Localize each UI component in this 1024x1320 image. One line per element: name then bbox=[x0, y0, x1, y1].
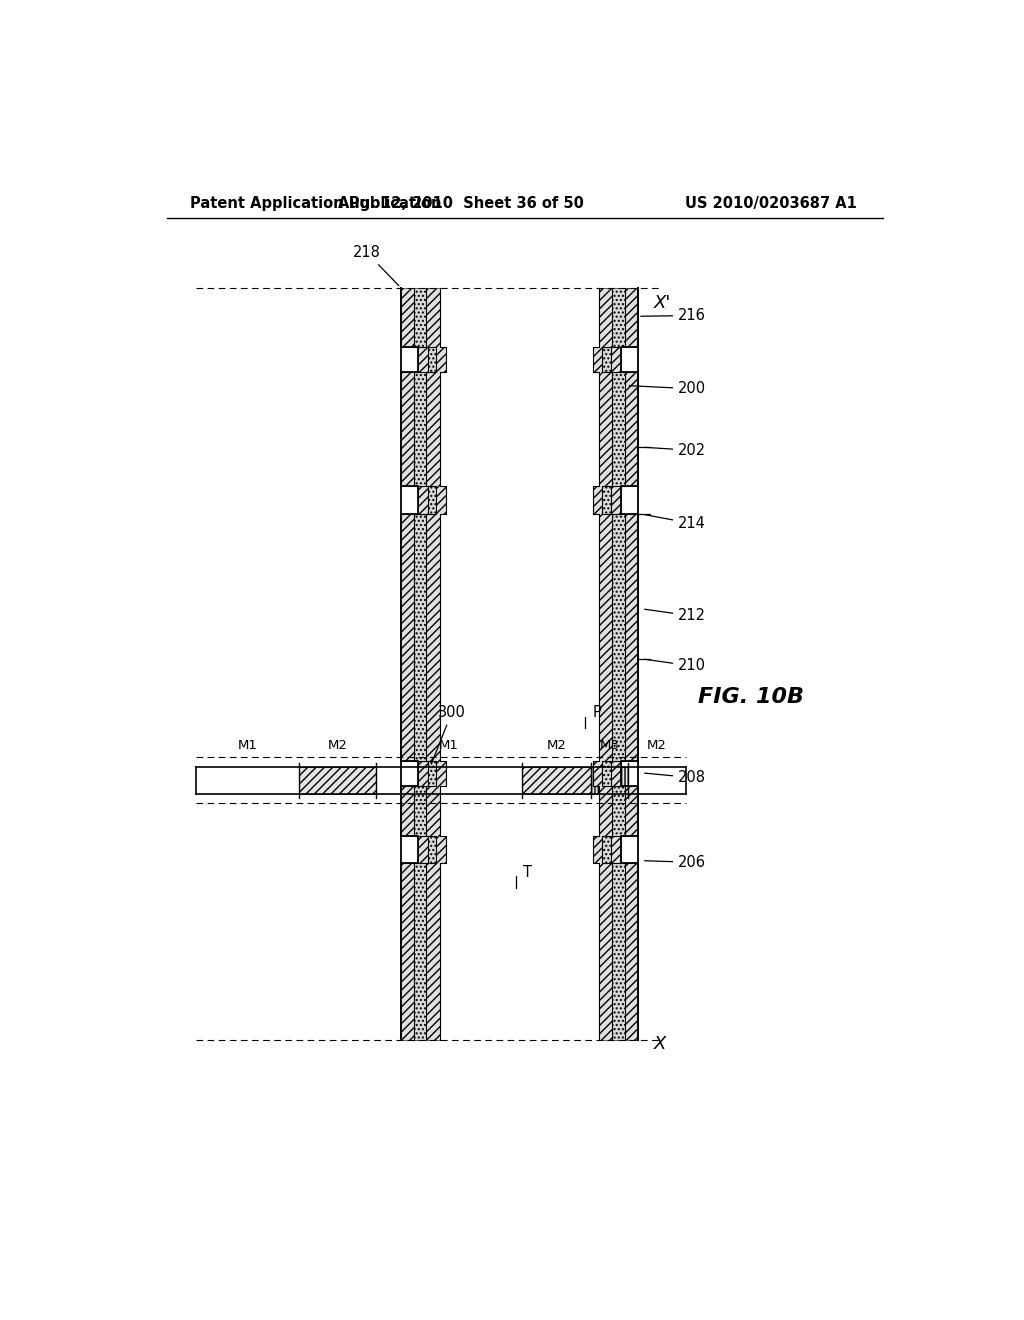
Text: M2: M2 bbox=[647, 739, 667, 751]
Bar bbox=[299, 767, 376, 793]
Polygon shape bbox=[602, 288, 625, 1040]
Text: 214: 214 bbox=[644, 515, 707, 531]
Text: 202: 202 bbox=[644, 442, 707, 458]
Text: X: X bbox=[653, 1035, 666, 1053]
Text: M2: M2 bbox=[547, 739, 566, 751]
Polygon shape bbox=[611, 288, 638, 1040]
Text: 200: 200 bbox=[629, 381, 707, 396]
Text: P: P bbox=[593, 705, 602, 721]
Text: 210: 210 bbox=[644, 659, 707, 673]
Polygon shape bbox=[414, 288, 436, 1040]
Text: 216: 216 bbox=[641, 308, 707, 323]
Text: 212: 212 bbox=[644, 609, 707, 623]
Text: 218: 218 bbox=[352, 246, 399, 285]
Bar bbox=[592, 767, 628, 793]
Text: FIG. 10B: FIG. 10B bbox=[697, 688, 804, 708]
Text: X': X' bbox=[653, 294, 671, 312]
Text: M1: M1 bbox=[238, 739, 257, 751]
Polygon shape bbox=[400, 288, 428, 1040]
Text: M1: M1 bbox=[439, 739, 459, 751]
Text: 206: 206 bbox=[644, 855, 707, 870]
Text: Aug. 12, 2010  Sheet 36 of 50: Aug. 12, 2010 Sheet 36 of 50 bbox=[338, 195, 584, 211]
Text: 300: 300 bbox=[431, 705, 466, 764]
Text: M2: M2 bbox=[328, 739, 347, 751]
Text: M3: M3 bbox=[600, 739, 620, 751]
Text: 208: 208 bbox=[644, 770, 707, 785]
Polygon shape bbox=[426, 288, 445, 1040]
Text: US 2010/0203687 A1: US 2010/0203687 A1 bbox=[685, 195, 856, 211]
Text: Patent Application Publication: Patent Application Publication bbox=[190, 195, 441, 211]
Bar bbox=[521, 767, 592, 793]
Text: T: T bbox=[523, 866, 532, 880]
Polygon shape bbox=[593, 288, 612, 1040]
